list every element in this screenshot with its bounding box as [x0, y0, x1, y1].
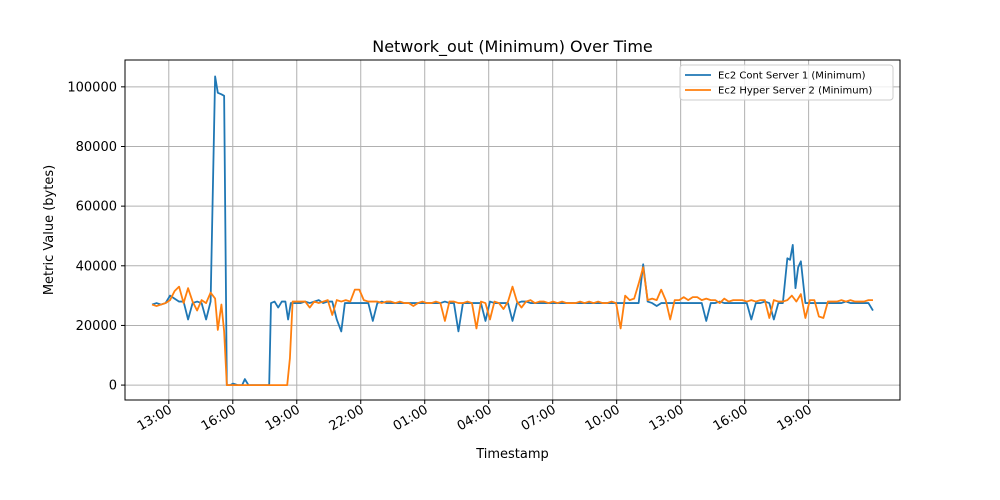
- x-axis-label: Timestamp: [475, 447, 549, 462]
- axis-ticks: 0 20000 40000 60000 80000 100000 13:00 16:00 19:…: [67, 80, 814, 434]
- x-tick-label: 16:00: [199, 402, 239, 434]
- series-lines: [151, 75, 874, 386]
- chart-title: Network_out (Minimum) Over Time: [372, 37, 653, 57]
- x-tick-label: 19:00: [775, 402, 815, 434]
- grid-lines: [125, 60, 900, 400]
- x-tick-label: 22:00: [327, 402, 367, 434]
- x-tick-label: 10:00: [583, 402, 623, 434]
- y-tick-label: 20000: [76, 319, 117, 334]
- x-tick-label: 01:00: [391, 402, 431, 434]
- legend-label: Ec2 Hyper Server 2 (Minimum): [718, 86, 872, 97]
- plot-area-frame: [124, 59, 901, 401]
- x-tick-label: 16:00: [711, 402, 751, 434]
- chart-legend: Ec2 Cont Server 1 (Minimum) Ec2 Hyper Ser…: [679, 64, 894, 101]
- x-tick-label: 07:00: [519, 402, 559, 434]
- y-tick-label: 40000: [76, 259, 117, 274]
- x-tick-label: 13:00: [135, 402, 175, 434]
- series-line-2: [151, 266, 873, 386]
- legend-box: [679, 64, 894, 101]
- x-tick-label: 04:00: [455, 402, 495, 434]
- x-tick-label: 19:00: [263, 402, 303, 434]
- y-tick-label: 80000: [76, 140, 117, 155]
- y-axis-label: Metric Value (bytes): [42, 165, 57, 295]
- series-line-1: [151, 75, 874, 386]
- y-tick-label: 100000: [67, 80, 117, 95]
- y-tick-label: 60000: [76, 200, 117, 215]
- x-tick-label: 13:00: [647, 402, 687, 434]
- legend-label: Ec2 Cont Server 1 (Minimum): [718, 71, 866, 82]
- y-tick-label: 0: [109, 379, 117, 394]
